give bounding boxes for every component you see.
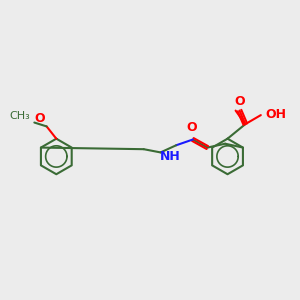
Text: O: O [234,95,245,108]
Text: O: O [34,112,45,125]
Text: NH: NH [160,151,181,164]
Text: O: O [186,121,196,134]
Text: CH₃: CH₃ [10,111,31,121]
Text: OH: OH [265,108,286,121]
